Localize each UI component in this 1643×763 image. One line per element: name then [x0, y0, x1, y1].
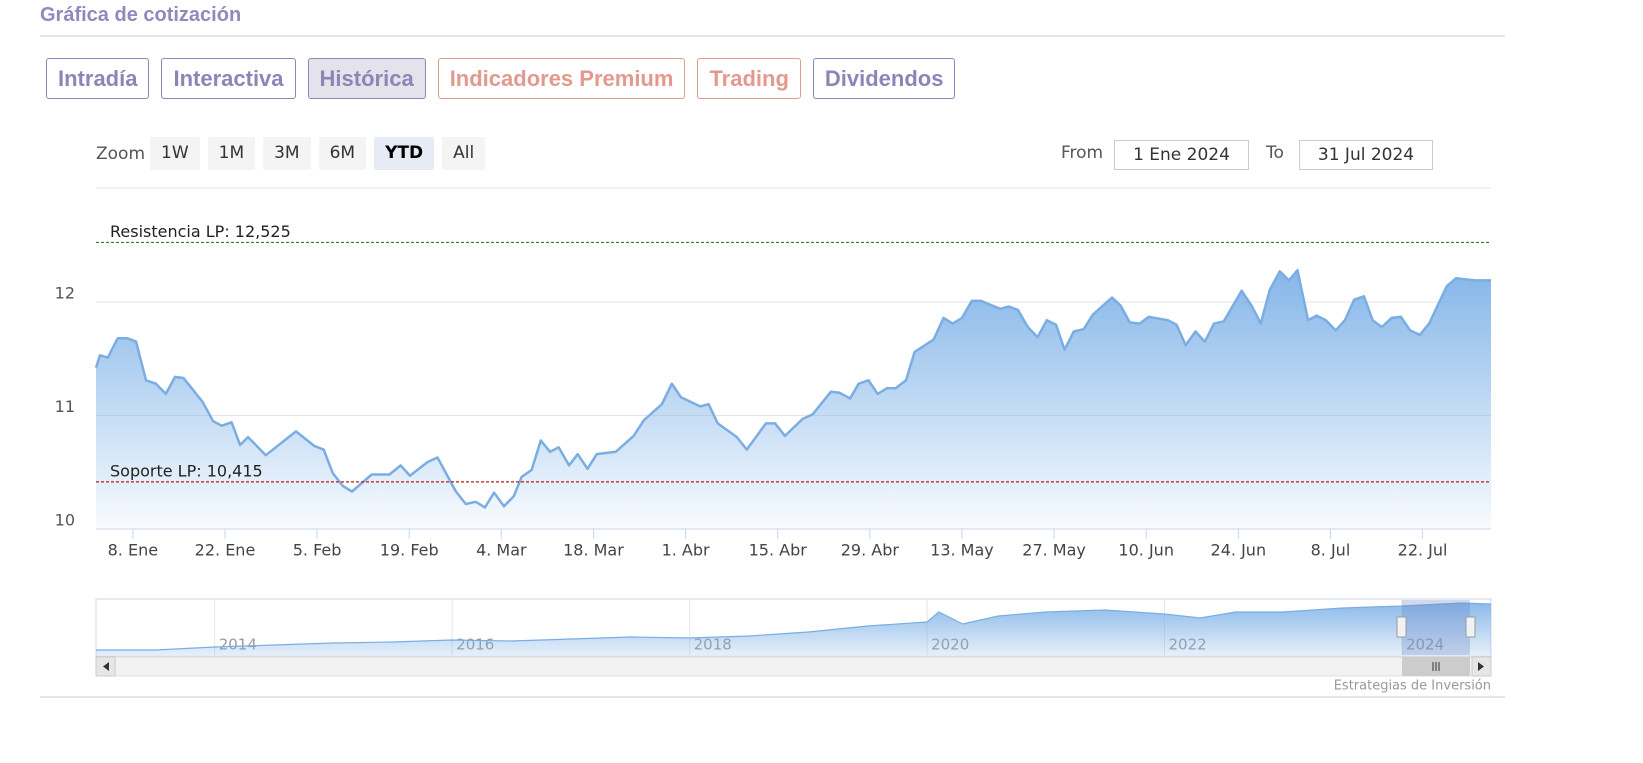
zoom-button[interactable]: YTD	[374, 137, 435, 170]
x-tick-label: 4. Mar	[476, 541, 527, 560]
x-tick-label: 22. Ene	[195, 541, 256, 560]
tab[interactable]: Histórica	[307, 58, 426, 99]
to-input[interactable]: 31 Jul 2024	[1299, 140, 1433, 170]
tab[interactable]: Trading	[697, 58, 801, 99]
x-tick-label: 27. May	[1022, 541, 1086, 560]
navigator-line	[96, 602, 1492, 651]
navigator-selection[interactable]	[1402, 600, 1470, 655]
x-tick-label: 15. Abr	[749, 541, 808, 560]
navigator-handle[interactable]	[1396, 616, 1407, 638]
to-label: To	[1266, 143, 1284, 163]
x-tick-label: 19. Feb	[380, 541, 439, 560]
plot-line-label: Resistencia LP: 12,525	[110, 222, 291, 241]
tab[interactable]: Intradía	[46, 58, 150, 99]
scrollbar-arrow	[103, 662, 109, 671]
x-tick-label: 24. Jun	[1211, 541, 1267, 560]
x-tick-label: 8. Ene	[108, 541, 158, 560]
tab[interactable]: Indicadores Premium	[437, 58, 686, 99]
zoom-label: Zoom	[96, 144, 146, 164]
zoom-buttons: 1W 1M 3M 6M YTD All	[150, 137, 486, 170]
zoom-button[interactable]: 1W	[150, 137, 200, 170]
tab-bar: Intradía Interactiva Histórica Indicadores …	[46, 58, 956, 99]
x-tick-label: 8. Jul	[1311, 541, 1351, 560]
from-input[interactable]: 1 Ene 2024	[1114, 140, 1249, 170]
x-tick-label: 29. Abr	[841, 541, 900, 560]
zoom-button[interactable]: 1M	[207, 137, 256, 170]
area-fill	[96, 270, 1491, 529]
y-tick-label: 12	[55, 284, 75, 303]
x-tick-label: 5. Feb	[293, 541, 342, 560]
tab[interactable]: Interactiva	[161, 58, 296, 99]
navigator-area	[96, 603, 1491, 655]
x-tick-label: 13. May	[930, 541, 994, 560]
tab[interactable]: Dividendos	[812, 58, 956, 99]
zoom-button[interactable]: 6M	[318, 137, 367, 170]
navigator-handle[interactable]	[1465, 616, 1476, 638]
x-tick-label: 22. Jul	[1398, 541, 1448, 560]
section-title: Gráfica de cotización	[40, 4, 242, 26]
plot-line-label: Soporte LP: 10,415	[110, 461, 263, 480]
y-tick-label: 10	[55, 511, 75, 530]
scrollbar-track[interactable]	[95, 656, 1492, 677]
x-tick-label: 10. Jun	[1118, 541, 1174, 560]
zoom-button[interactable]: 3M	[263, 137, 311, 170]
x-tick-label: 1. Abr	[662, 541, 710, 560]
credits[interactable]: Estrategias de Inversión	[1334, 679, 1491, 694]
scrollbar-grip	[1432, 662, 1440, 671]
y-tick-label: 11	[55, 397, 75, 416]
from-label: From	[1061, 143, 1104, 163]
price-line	[94, 268, 1491, 509]
zoom-button[interactable]: All	[442, 137, 486, 170]
x-tick-label: 18. Mar	[563, 541, 624, 560]
scrollbar-arrow	[1478, 662, 1484, 671]
